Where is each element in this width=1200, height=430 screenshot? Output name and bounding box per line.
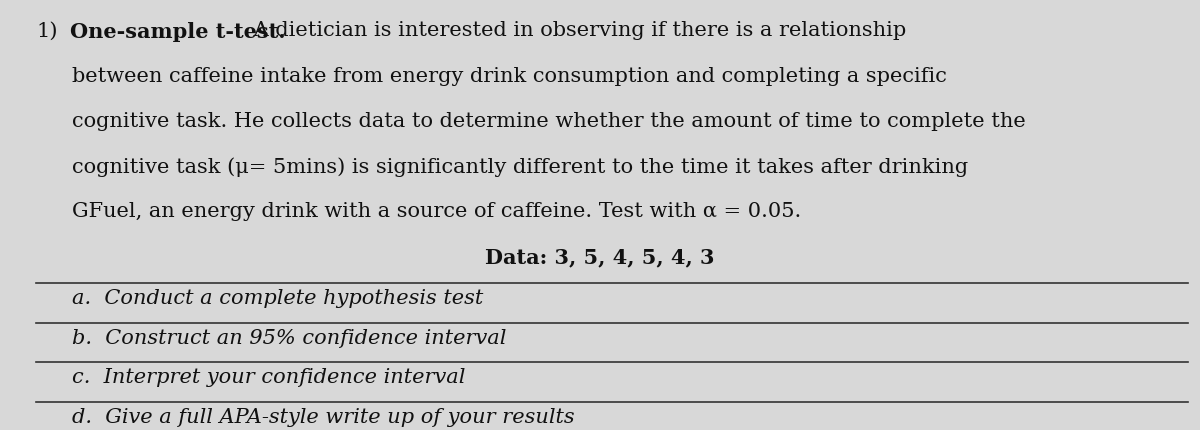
Text: One-sample t-test.: One-sample t-test. <box>70 22 286 42</box>
Text: b.  Construct an 95% confidence interval: b. Construct an 95% confidence interval <box>72 329 506 347</box>
Text: d.  Give a full APA-style write up of your results: d. Give a full APA-style write up of you… <box>72 408 575 427</box>
Text: A dietician is interested in observing if there is a relationship: A dietician is interested in observing i… <box>247 22 906 40</box>
Text: cognitive task. He collects data to determine whether the amount of time to comp: cognitive task. He collects data to dete… <box>72 112 1026 131</box>
Text: between caffeine intake from energy drink consumption and completing a specific: between caffeine intake from energy drin… <box>72 67 947 86</box>
Text: c.  Interpret your confidence interval: c. Interpret your confidence interval <box>72 368 466 387</box>
Text: a.  Conduct a complete hypothesis test: a. Conduct a complete hypothesis test <box>72 289 484 308</box>
Text: cognitive task (μ= 5mins) is significantly different to the time it takes after : cognitive task (μ= 5mins) is significant… <box>72 157 968 177</box>
Text: Data: 3, 5, 4, 5, 4, 3: Data: 3, 5, 4, 5, 4, 3 <box>485 247 715 267</box>
Text: 1): 1) <box>36 22 58 40</box>
Text: GFuel, an energy drink with a source of caffeine. Test with α = 0.05.: GFuel, an energy drink with a source of … <box>72 202 802 221</box>
